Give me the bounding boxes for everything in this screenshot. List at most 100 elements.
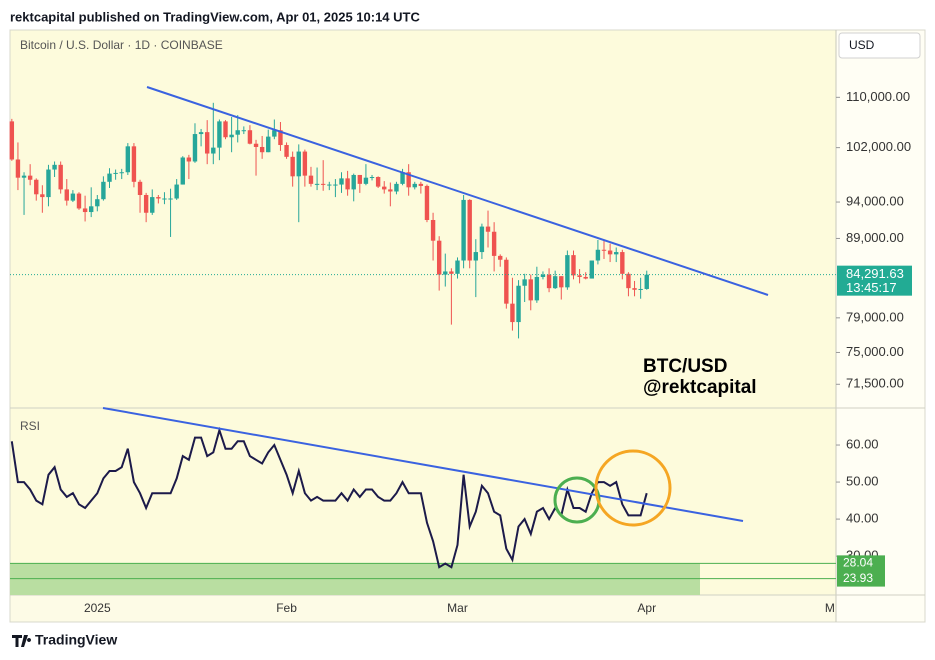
y-tick-label: 94,000.00 bbox=[846, 193, 904, 208]
candle-body bbox=[101, 181, 106, 200]
candle-body bbox=[162, 198, 167, 200]
candle-body bbox=[211, 147, 216, 154]
candle-body bbox=[95, 199, 100, 207]
candle-body bbox=[34, 179, 39, 195]
candle-body bbox=[296, 151, 301, 177]
candle-body bbox=[339, 178, 344, 185]
candle-body bbox=[565, 255, 570, 288]
candle-body bbox=[540, 274, 546, 277]
candle-body bbox=[363, 177, 369, 184]
level-label: 28.04 bbox=[843, 556, 873, 570]
candle-body bbox=[388, 189, 393, 192]
candle-body bbox=[168, 198, 173, 200]
price-axis-background bbox=[836, 30, 925, 622]
y-tick-label: 110,000.00 bbox=[846, 89, 910, 104]
candle-body bbox=[382, 186, 387, 190]
candle-body bbox=[461, 199, 466, 261]
candle-body bbox=[204, 132, 210, 154]
candle-body bbox=[534, 276, 540, 301]
candle-body bbox=[58, 164, 63, 190]
countdown: 13:45:17 bbox=[846, 280, 897, 295]
candle-body bbox=[449, 271, 454, 274]
candle-body bbox=[632, 288, 637, 290]
candle-body bbox=[479, 226, 485, 253]
highlight-circle bbox=[594, 449, 672, 527]
candle-body bbox=[333, 184, 338, 186]
y-tick-label: 89,000.00 bbox=[846, 230, 904, 245]
candle-body bbox=[357, 174, 363, 184]
candle-body bbox=[394, 183, 399, 192]
candle-body bbox=[583, 276, 588, 279]
candle-body bbox=[418, 183, 424, 186]
candle-body bbox=[375, 177, 381, 187]
y-tick-label: 40.00 bbox=[846, 511, 879, 526]
candle-body bbox=[88, 206, 94, 213]
candle-body bbox=[400, 172, 405, 184]
rsi-line bbox=[10, 426, 648, 569]
frame bbox=[9, 29, 926, 623]
candle-body bbox=[107, 173, 112, 182]
candle-body bbox=[571, 255, 576, 276]
candle-body bbox=[308, 175, 314, 184]
candle-body bbox=[369, 177, 375, 179]
plot-background bbox=[10, 30, 836, 595]
candle-body bbox=[223, 121, 228, 138]
candle-body bbox=[516, 285, 521, 323]
candle-body bbox=[302, 151, 308, 176]
x-tick-label: Apr bbox=[637, 601, 656, 615]
candle-body bbox=[198, 132, 204, 135]
trend-line bbox=[146, 86, 769, 296]
candle-body bbox=[424, 185, 430, 220]
candle-body bbox=[76, 193, 82, 209]
y-tick-label: 102,000.00 bbox=[846, 139, 911, 154]
candle-body bbox=[247, 130, 253, 144]
candle-body bbox=[510, 303, 515, 323]
x-tick-label: 2025 bbox=[84, 601, 111, 615]
time-axis-background bbox=[10, 595, 836, 622]
candle-body bbox=[485, 226, 491, 232]
candle-body bbox=[241, 130, 247, 132]
level-label: 23.93 bbox=[843, 571, 873, 585]
x-tick-label: Mar bbox=[447, 601, 468, 615]
candle-body bbox=[577, 275, 582, 277]
candle-body bbox=[436, 240, 442, 275]
candle-body bbox=[27, 175, 33, 180]
y-tick-label: 71,500.00 bbox=[846, 376, 904, 391]
candle-body bbox=[137, 181, 143, 195]
candle-body bbox=[186, 157, 192, 162]
candle-body bbox=[131, 146, 137, 182]
candle-body bbox=[174, 184, 179, 199]
candle-body bbox=[528, 279, 533, 301]
candle-body bbox=[150, 197, 155, 213]
candle-body bbox=[272, 130, 277, 137]
candle-body bbox=[46, 169, 51, 198]
currency-button[interactable] bbox=[838, 32, 921, 59]
y-tick-label: 75,000.00 bbox=[846, 344, 904, 359]
candle-body bbox=[229, 134, 234, 138]
candle-body bbox=[589, 260, 595, 279]
trend-line bbox=[102, 407, 744, 522]
candle-body bbox=[491, 231, 497, 256]
candle-body bbox=[351, 174, 356, 190]
candle-body bbox=[644, 274, 649, 289]
candle-body bbox=[504, 259, 509, 304]
candle-body bbox=[552, 276, 558, 289]
y-tick-label: 50.00 bbox=[846, 473, 879, 488]
candle-body bbox=[406, 172, 411, 188]
candle-body bbox=[412, 183, 417, 188]
candle-body bbox=[345, 178, 350, 190]
candle-body bbox=[266, 136, 271, 153]
candle-body bbox=[156, 197, 161, 199]
candle-body bbox=[82, 208, 88, 213]
oversold-zone bbox=[10, 563, 700, 595]
candle-body bbox=[217, 121, 222, 148]
symbol-title: Bitcoin / U.S. Dollar · 1D · COINBASE bbox=[20, 38, 223, 52]
candle-body bbox=[498, 255, 503, 260]
candle-body bbox=[455, 260, 460, 274]
candle-body bbox=[320, 183, 326, 185]
header: rektcapital published on TradingView.com… bbox=[10, 9, 420, 24]
candle-body bbox=[119, 172, 124, 174]
candle-body bbox=[9, 121, 15, 160]
x-tick-label: M bbox=[825, 601, 835, 615]
